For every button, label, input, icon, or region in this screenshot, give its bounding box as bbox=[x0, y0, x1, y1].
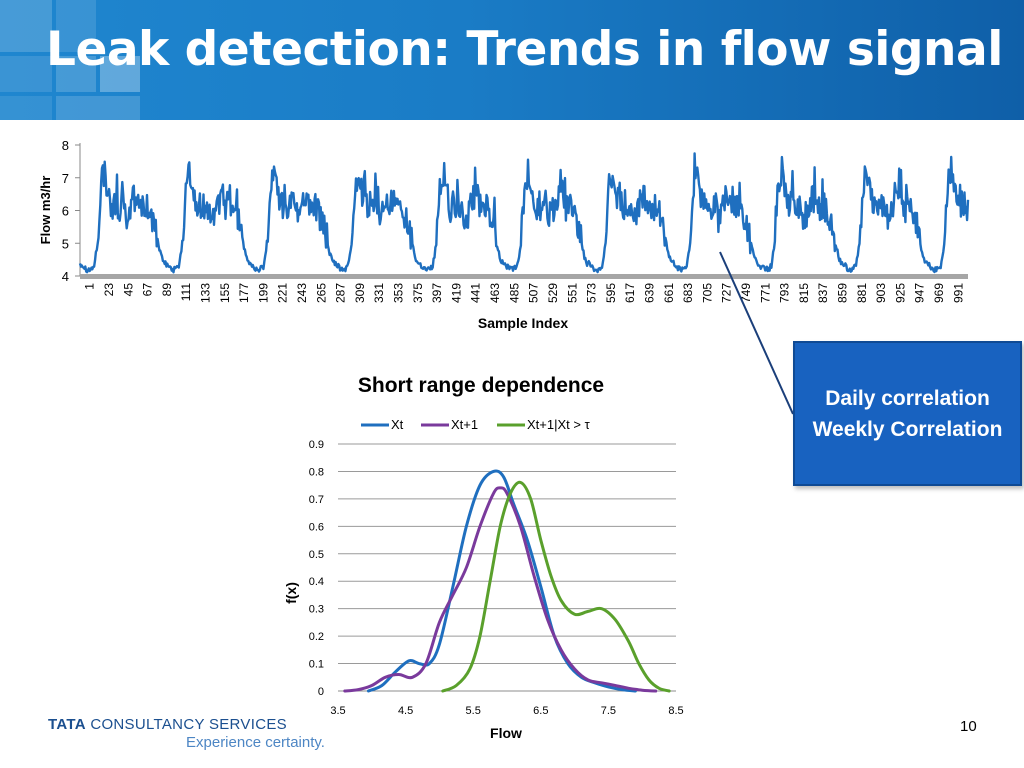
flow-x-tick-label: 991 bbox=[951, 283, 965, 303]
density-y-tick-label: 0.7 bbox=[309, 494, 324, 506]
density-x-tick-label: 8.5 bbox=[668, 705, 683, 717]
flow-y-tick-label: 5 bbox=[62, 236, 69, 251]
company-logo-strong: TATA bbox=[48, 716, 86, 733]
flow-x-tick-label: 903 bbox=[874, 283, 888, 303]
page-number: 10 bbox=[960, 718, 977, 735]
flow-x-tick-label: 221 bbox=[276, 283, 290, 303]
density-chart-title: Short range dependence bbox=[358, 374, 604, 397]
decor-square bbox=[56, 0, 96, 52]
flow-x-tick-label: 925 bbox=[893, 283, 907, 303]
flow-x-tick-label: 23 bbox=[102, 283, 116, 297]
flow-x-tick-label: 947 bbox=[913, 283, 927, 303]
page-title: Leak detection: Trends in flow signal bbox=[46, 22, 1003, 77]
flow-x-tick-label: 859 bbox=[836, 283, 850, 303]
density-y-tick-label: 0.5 bbox=[309, 549, 324, 561]
density-x-tick-label: 4.5 bbox=[398, 705, 413, 717]
flow-x-tick-label: 199 bbox=[256, 283, 270, 303]
flow-x-tick-label: 67 bbox=[141, 283, 155, 297]
decor-square bbox=[56, 96, 140, 120]
density-y-tick-label: 0.2 bbox=[309, 631, 324, 643]
flow-x-tick-label: 265 bbox=[314, 283, 328, 303]
flow-x-tick-label: 485 bbox=[507, 283, 521, 303]
correlation-callout: Daily correlation Weekly Correlation bbox=[793, 341, 1022, 486]
flow-x-tick-label: 133 bbox=[199, 283, 213, 303]
flow-x-tick-label: 441 bbox=[469, 283, 483, 303]
flow-x-tick-label: 111 bbox=[179, 283, 193, 302]
callout-pointer-line bbox=[719, 251, 794, 415]
company-logo-rest: CONSULTANCY SERVICES bbox=[90, 716, 287, 733]
density-y-axis-label: f(x) bbox=[283, 582, 299, 604]
flow-x-tick-label: 419 bbox=[449, 283, 463, 303]
flow-x-tick-label: 881 bbox=[855, 283, 869, 303]
flow-x-tick-label: 309 bbox=[353, 283, 367, 303]
density-y-tick-label: 0.4 bbox=[309, 576, 324, 588]
flow-x-tick-label: 771 bbox=[758, 283, 772, 303]
flow-x-axis-label: Sample Index bbox=[478, 315, 568, 331]
flow-x-tick-label: 155 bbox=[218, 283, 232, 303]
density-y-tick-label: 0.8 bbox=[309, 466, 324, 478]
decor-square bbox=[100, 56, 140, 92]
flow-x-tick-label: 375 bbox=[411, 283, 425, 303]
flow-x-tick-label: 837 bbox=[816, 283, 830, 303]
density-x-tick-label: 3.5 bbox=[330, 705, 345, 717]
flow-x-tick-label: 89 bbox=[160, 283, 174, 297]
flow-x-tick-label: 815 bbox=[797, 283, 811, 303]
density-y-tick-label: 0.3 bbox=[309, 604, 324, 616]
flow-x-tick-label: 243 bbox=[295, 283, 309, 303]
flow-x-tick-label: 749 bbox=[739, 283, 753, 303]
flow-y-tick-label: 4 bbox=[62, 269, 69, 284]
flow-x-tick-label: 705 bbox=[700, 283, 714, 303]
density-legend-label: Xt+1|Xt > τ bbox=[527, 417, 591, 432]
flow-x-tick-label: 331 bbox=[372, 283, 386, 303]
density-y-tick-label: 0.1 bbox=[309, 659, 324, 671]
flow-x-tick-label: 1 bbox=[83, 283, 97, 290]
decor-square bbox=[56, 56, 96, 92]
flow-x-tick-label: 529 bbox=[546, 283, 560, 303]
flow-x-tick-label: 551 bbox=[565, 283, 579, 303]
density-series-line-1 bbox=[343, 486, 658, 693]
flow-y-tick-label: 8 bbox=[62, 138, 69, 153]
slide-header: Leak detection: Trends in flow signal bbox=[0, 0, 1024, 120]
flow-x-tick-label: 463 bbox=[488, 283, 502, 303]
density-x-axis-label: Flow bbox=[490, 725, 522, 741]
density-legend-label: Xt bbox=[391, 417, 404, 432]
decor-square bbox=[0, 0, 52, 52]
density-x-tick-label: 7.5 bbox=[601, 705, 616, 717]
company-logo: TATA CONSULTANCY SERVICES bbox=[48, 716, 287, 733]
density-series-line-2 bbox=[441, 480, 671, 693]
flow-x-tick-label: 683 bbox=[681, 283, 695, 303]
callout-line-weekly: Weekly Correlation bbox=[812, 417, 1003, 441]
flow-x-tick-label: 661 bbox=[662, 283, 676, 303]
flow-x-tick-label: 617 bbox=[623, 283, 637, 303]
flow-x-tick-label: 573 bbox=[585, 283, 599, 303]
flow-x-tick-label: 507 bbox=[527, 283, 541, 303]
decor-square bbox=[0, 96, 52, 120]
flow-x-tick-label: 793 bbox=[778, 283, 792, 303]
density-x-tick-label: 5.5 bbox=[466, 705, 481, 717]
flow-series-line bbox=[78, 152, 970, 274]
flow-x-axis bbox=[80, 274, 968, 279]
flow-x-tick-label: 639 bbox=[643, 283, 657, 303]
flow-y-tick-label: 7 bbox=[62, 171, 69, 186]
flow-x-tick-label: 353 bbox=[392, 283, 406, 303]
density-y-tick-label: 0.9 bbox=[309, 439, 324, 451]
callout-line-daily: Daily correlation bbox=[825, 386, 990, 410]
decor-square bbox=[0, 56, 52, 92]
flow-x-tick-label: 45 bbox=[121, 283, 135, 297]
company-tagline: Experience certainty. bbox=[186, 734, 325, 751]
flow-x-tick-label: 727 bbox=[720, 283, 734, 303]
density-legend-label: Xt+1 bbox=[451, 417, 478, 432]
flow-x-tick-label: 287 bbox=[334, 283, 348, 303]
flow-y-axis-label: Flow m3/hr bbox=[38, 176, 53, 245]
flow-x-tick-label: 397 bbox=[430, 283, 444, 303]
flow-x-tick-label: 595 bbox=[604, 283, 618, 303]
flow-x-tick-label: 177 bbox=[237, 283, 251, 303]
flow-y-tick-label: 6 bbox=[62, 204, 69, 219]
density-y-tick-label: 0.6 bbox=[309, 521, 324, 533]
flow-x-tick-label: 969 bbox=[932, 283, 946, 303]
density-x-tick-label: 6.5 bbox=[533, 705, 548, 717]
density-y-tick-label: 0 bbox=[318, 686, 324, 698]
